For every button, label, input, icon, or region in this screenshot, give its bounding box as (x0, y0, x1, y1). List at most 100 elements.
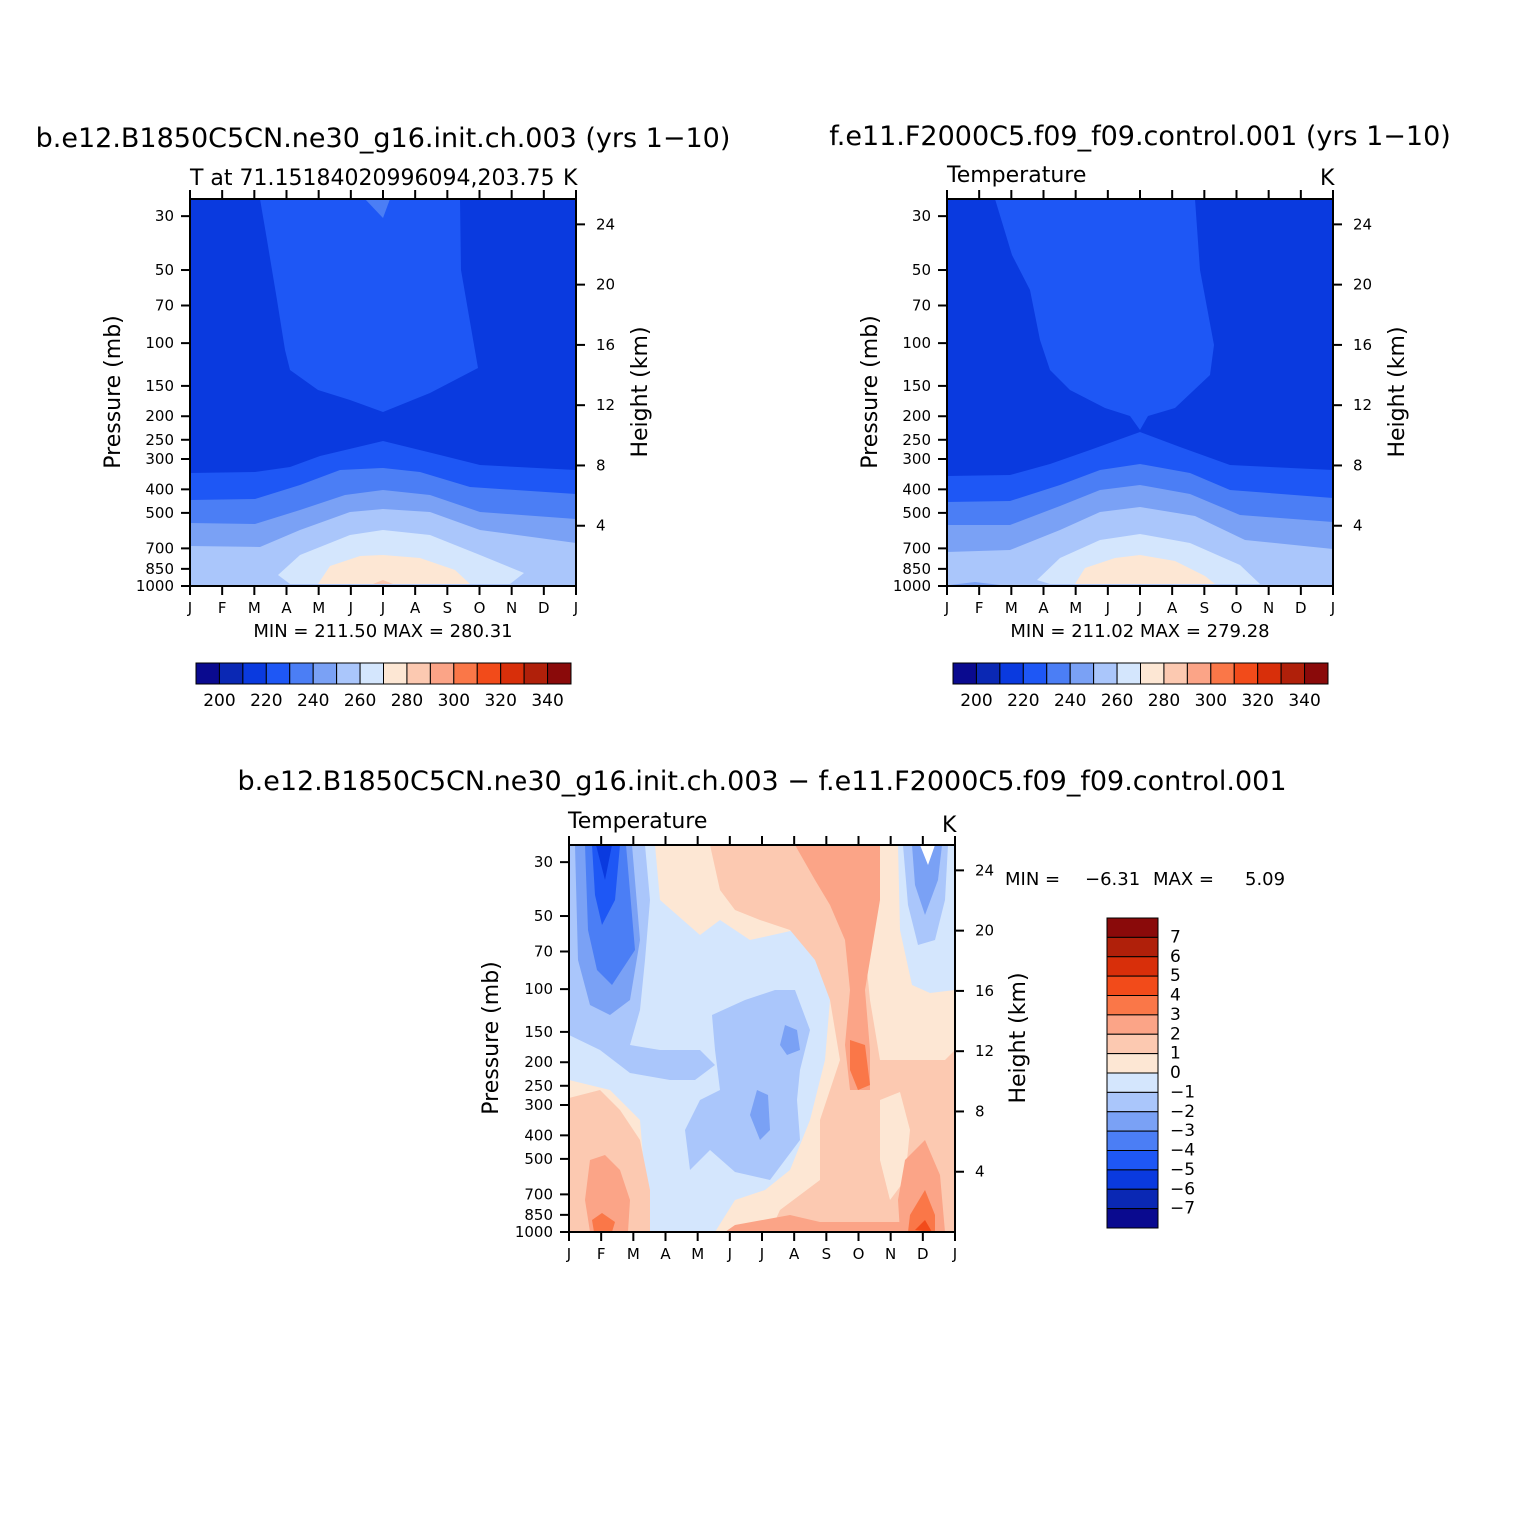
y-tick-label: 500 (524, 1150, 553, 1168)
colorbar-label: 2 (1170, 1024, 1181, 1044)
x-tick-label: N (1263, 599, 1274, 617)
x-tick-label: J (380, 599, 385, 617)
colorbar-label: 300 (438, 691, 470, 711)
x-tick-label: J (566, 1245, 571, 1263)
x-tick-label: J (952, 1245, 957, 1263)
panel3-pos3-right (908, 1190, 935, 1232)
colorbar-label: −2 (1170, 1102, 1195, 1122)
colorbar-label: 6 (1170, 947, 1181, 967)
colorbar-swatch (1106, 1091, 1159, 1113)
x-tick-label: D (917, 1245, 929, 1263)
colorbar-swatch (1069, 662, 1095, 685)
panel1-units: K (563, 166, 578, 191)
panel3-subtitle: Temperature (567, 809, 707, 834)
colorbar-swatch (195, 662, 220, 685)
y2-tick-label: 4 (1353, 517, 1363, 535)
colorbar-swatch (1106, 1033, 1159, 1055)
y-tick-label: 700 (524, 1185, 553, 1203)
x-tick-label: S (1200, 599, 1210, 617)
panel3-max-label: MAX = (1153, 869, 1214, 890)
x-tick-label: D (538, 599, 550, 617)
y-tick-label: 500 (145, 504, 174, 522)
x-tick-label: J (1330, 599, 1335, 617)
x-tick-label: M (1069, 599, 1082, 617)
colorbar-label: 4 (1170, 986, 1181, 1006)
y-tick-label: 50 (534, 907, 553, 925)
colorbar-swatch (1186, 662, 1212, 685)
y-tick-label: 50 (155, 261, 174, 279)
colorbar-label: 340 (531, 691, 563, 711)
panel2-plume (995, 199, 1214, 430)
panel3-pos0-island (880, 1092, 910, 1200)
colorbar-swatch (1106, 1150, 1159, 1171)
panel-right-top: f.e11.F2000C5.f09_f09.control.001 (yrs 1… (829, 121, 1451, 711)
x-tick-label: M (627, 1245, 640, 1263)
y-tick-label: 30 (534, 853, 553, 871)
panel2-title: f.e11.F2000C5.f09_f09.control.001 (yrs 1… (829, 121, 1451, 152)
colorbar-label: 300 (1195, 691, 1227, 711)
panel3-neg2-centre (685, 990, 810, 1180)
colorbar-label: 240 (297, 691, 329, 711)
colorbar-swatch (336, 662, 361, 685)
colorbar-label: 260 (344, 691, 376, 711)
colorbar-label: 5 (1170, 966, 1181, 986)
panel3-min-value: −6.31 (1085, 869, 1140, 890)
colorbar-swatch (242, 662, 267, 685)
colorbar-swatch (1022, 662, 1048, 685)
y-tick-label: 100 (524, 980, 553, 998)
y-tick-label: 400 (524, 1126, 553, 1144)
panel3-min-label: MIN = (1005, 869, 1060, 890)
y-tick-label: 250 (524, 1077, 553, 1095)
y-tick-label: 300 (902, 450, 931, 468)
colorbar-swatch (1106, 995, 1159, 1016)
colorbar-label: 280 (391, 691, 423, 711)
panel1-band-7 (373, 580, 393, 584)
panel3-pos4-right (915, 1220, 932, 1232)
panel3-max-value: 5.09 (1245, 869, 1285, 890)
y-tick-label: 30 (155, 207, 174, 225)
y-tick-label: 200 (145, 407, 174, 425)
colorbar-label: 7 (1170, 927, 1181, 947)
panel3-title: b.e12.B1850C5CN.ne30_g16.init.ch.003 − f… (237, 766, 1286, 797)
y-tick-label: 1000 (136, 577, 174, 595)
colorbar-swatch (265, 662, 291, 685)
colorbar-label: 260 (1101, 691, 1133, 711)
panel2-band-7 (950, 582, 1000, 585)
y2-tick-label: 16 (596, 336, 615, 354)
panel2-minmax: MIN = 211.02 MAX = 279.28 (1010, 621, 1269, 642)
y2-tick-label: 4 (596, 517, 606, 535)
y-tick-label: 1000 (893, 577, 931, 595)
x-tick-label: J (759, 1245, 764, 1263)
y2-tick-label: 20 (1353, 276, 1372, 294)
panel3-neg3-right (912, 845, 942, 915)
y2-tick-label: 20 (975, 922, 994, 940)
y-tick-label: 700 (145, 539, 174, 557)
colorbar-swatch (1210, 662, 1235, 685)
y-tick-label: 200 (524, 1053, 553, 1071)
panel1-colorbar: 200 220 240 260 280 300 320 340 (195, 662, 572, 711)
colorbar-swatch (429, 662, 455, 685)
colorbar-swatch (1106, 956, 1159, 977)
panel1-band-6 (318, 555, 470, 584)
colorbar-label: 1 (1170, 1044, 1181, 1064)
colorbar-swatch (1106, 1072, 1159, 1093)
x-tick-label: M (691, 1245, 704, 1263)
y2-tick-label: 12 (1353, 396, 1372, 414)
y-tick-label: 700 (902, 539, 931, 557)
colorbar-swatch (500, 662, 525, 685)
y-tick-label: 70 (534, 943, 553, 961)
colorbar-swatch (1046, 662, 1071, 685)
panel3-white-right (920, 845, 935, 865)
panel2-band-6 (1075, 555, 1215, 584)
y-tick-label: 250 (145, 431, 174, 449)
y2-tick-label: 20 (596, 276, 615, 294)
panel1-plume (260, 199, 478, 412)
x-tick-label: D (1295, 599, 1307, 617)
colorbar-label: −3 (1170, 1121, 1195, 1141)
y-tick-label: 250 (902, 431, 931, 449)
y2-tick-label: 12 (975, 1042, 994, 1060)
